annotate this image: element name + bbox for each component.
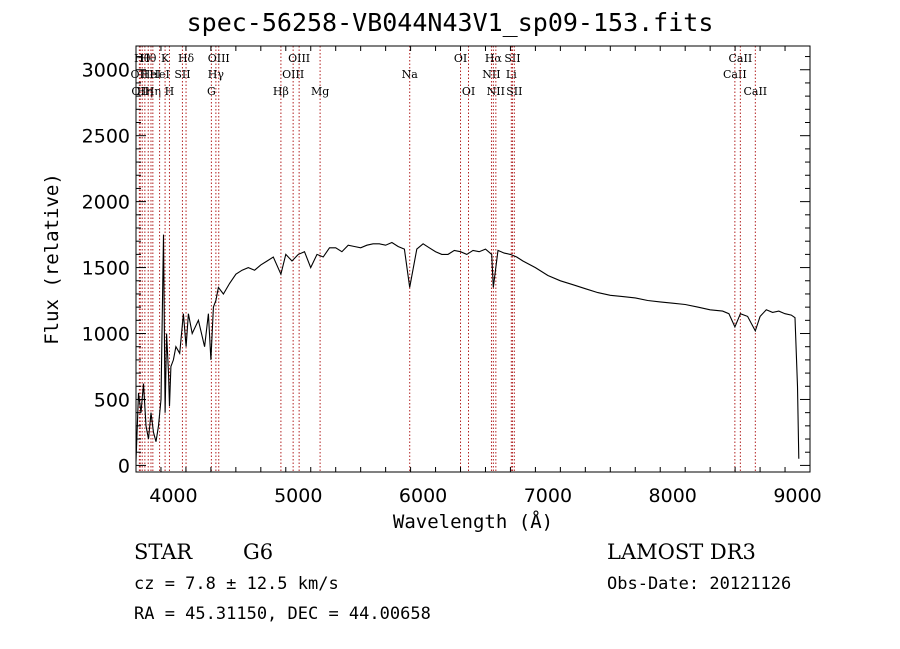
- object-subclass: G6: [243, 540, 274, 564]
- line-label-14: OIII: [208, 52, 230, 65]
- x-tick-label-7000: 7000: [524, 485, 572, 507]
- line-label-6: Hη: [145, 85, 161, 98]
- y-axis-label: Flux (relative): [41, 173, 63, 345]
- line-label-23: Hα: [485, 52, 503, 65]
- line-label-22: NII: [482, 68, 500, 81]
- coordinates-text: RA = 45.31150, DEC = 44.00658: [134, 604, 431, 624]
- line-label-10: SII: [174, 68, 190, 81]
- x-axis-label: Wavelength (Å): [393, 510, 553, 533]
- line-label-26: SII: [504, 52, 520, 65]
- line-label-5: HeI: [141, 68, 161, 81]
- line-label-9: H: [165, 85, 175, 98]
- plot-frame: [135, 45, 811, 473]
- y-tick-label-3000: 3000: [82, 60, 130, 82]
- y-tick-label-2500: 2500: [82, 126, 130, 148]
- line-label-11: Hδ: [178, 52, 195, 65]
- line-label-16: OIII: [282, 68, 304, 81]
- y-tick-label-1000: 1000: [82, 324, 130, 346]
- line-label-19: Na: [402, 68, 419, 81]
- line-label-0: OII: [131, 68, 149, 81]
- x-tick-label-6000: 6000: [399, 485, 447, 507]
- line-label-15: Hβ: [273, 85, 289, 98]
- redshift-text: cz = 7.8 ± 12.5 km/s: [134, 574, 339, 594]
- line-label-24: NII: [487, 85, 505, 98]
- chart-title: spec-56258-VB044N43V1_sp09-153.fits: [186, 8, 714, 37]
- line-label-13: Hγ: [208, 68, 225, 81]
- survey-label: LAMOST DR3: [607, 540, 756, 564]
- line-label-7: HeI: [149, 68, 169, 81]
- line-label-27: SII: [506, 85, 522, 98]
- line-label-21: OI: [462, 85, 475, 98]
- line-label-18: Mg: [311, 85, 329, 98]
- line-label-3: Hη: [137, 85, 153, 98]
- obs-date-text: Obs-Date: 20121126: [607, 574, 792, 594]
- object-class: STAR: [134, 540, 193, 564]
- line-label-28: CaII: [723, 68, 747, 81]
- line-label-17: OIII: [288, 52, 310, 65]
- line-label-2: Hθ: [134, 52, 151, 65]
- line-label-12: G: [207, 85, 216, 98]
- line-label-20: OI: [454, 52, 467, 65]
- y-tick-label-1500: 1500: [82, 258, 130, 280]
- x-tick-label-4000: 4000: [149, 485, 197, 507]
- x-tick-label-5000: 5000: [274, 485, 322, 507]
- line-label-25: Li: [506, 68, 517, 81]
- x-tick-label-9000: 9000: [773, 485, 821, 507]
- x-tick-label-8000: 8000: [649, 485, 697, 507]
- line-label-30: CaII: [743, 85, 767, 98]
- spectrum-line: [135, 234, 800, 462]
- y-tick-label-500: 500: [94, 389, 130, 411]
- line-label-4: Hθ: [140, 52, 157, 65]
- y-tick-label-2000: 2000: [82, 192, 130, 214]
- line-label-29: CaII: [729, 52, 753, 65]
- y-tick-label-0: 0: [118, 455, 130, 477]
- line-label-8: K: [161, 52, 170, 65]
